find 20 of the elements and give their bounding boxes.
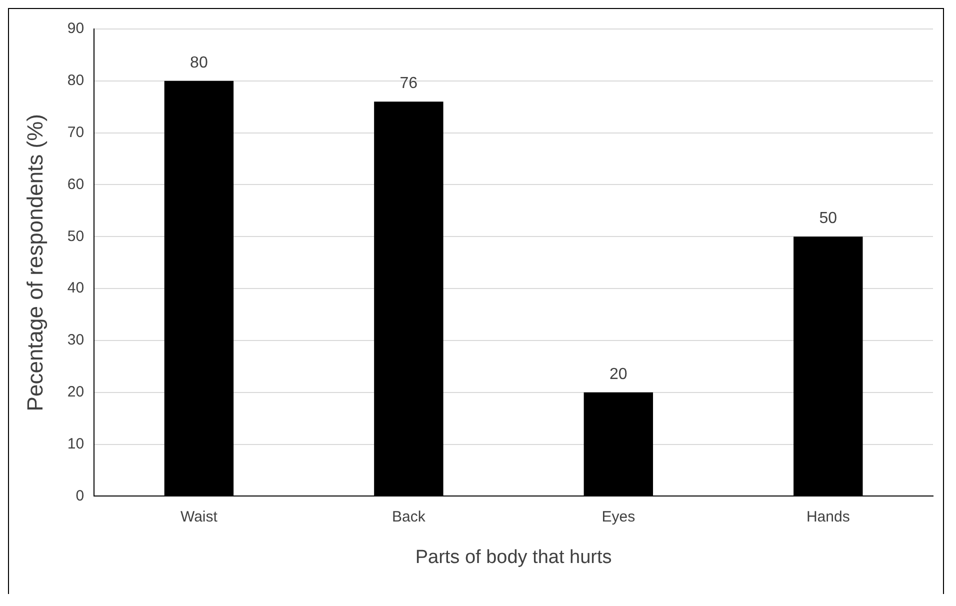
y-tick-label: 20: [67, 384, 84, 401]
x-axis-title: Parts of body that hurts: [415, 546, 612, 568]
x-tick-label: Back: [392, 508, 426, 526]
y-tick-label: 70: [67, 124, 84, 141]
y-tick-label: 30: [67, 332, 84, 349]
y-tick-label: 10: [67, 435, 84, 452]
data-label: 76: [400, 75, 418, 92]
data-label: 20: [610, 366, 628, 383]
y-tick-label: 0: [76, 487, 84, 504]
data-label: 50: [819, 210, 838, 228]
y-tick-label: 50: [67, 228, 84, 245]
data-label: 80: [190, 54, 208, 72]
y-tick-label: 40: [67, 280, 84, 297]
x-tick-label: Eyes: [602, 508, 636, 526]
y-axis-title: Pecentage of respondents (%): [22, 114, 48, 412]
y-tick-label: 90: [67, 20, 84, 38]
y-tick-label: 60: [67, 176, 84, 193]
x-tick-label: Waist: [180, 508, 218, 526]
x-tick-label: Hands: [806, 508, 850, 526]
y-tick-label: 80: [67, 72, 84, 90]
